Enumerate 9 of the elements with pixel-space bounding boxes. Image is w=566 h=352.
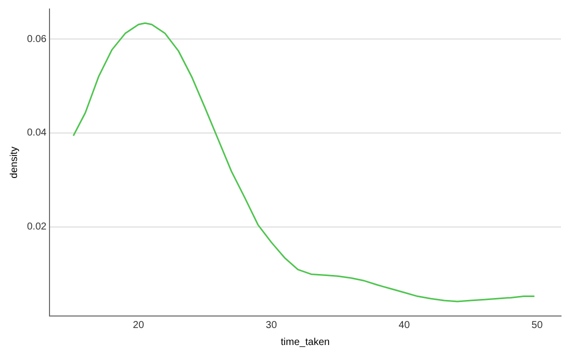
x-tick-label: 30 (266, 320, 278, 331)
x-axis-title: time_taken (280, 336, 330, 348)
y-tick-label: 0.02 (26, 222, 47, 233)
x-tick-label: 20 (132, 320, 144, 331)
x-tick-label: 40 (398, 320, 410, 331)
x-tick-label: 50 (532, 320, 544, 331)
y-tick-label: 0.06 (26, 34, 47, 45)
y-axis-title: density (8, 146, 20, 178)
y-tick-label: 0.04 (26, 128, 47, 139)
